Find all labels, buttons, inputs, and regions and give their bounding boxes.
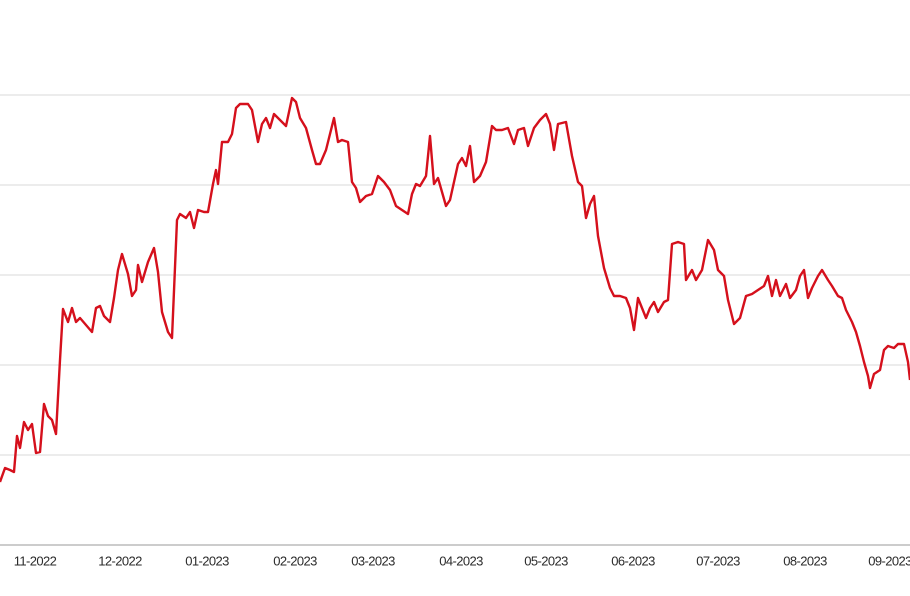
x-tick-label: 05-2023 [524,553,568,568]
x-tick-label: 03-2023 [351,553,395,568]
x-tick-label: 06-2023 [611,553,655,568]
x-tick-label: 04-2023 [439,553,483,568]
x-tick-label: 02-2023 [273,553,317,568]
x-tick-label: 11-2022 [14,553,57,568]
price-line [0,96,910,483]
x-tick-label: 12-2022 [98,553,142,568]
x-tick-label: 09-2023 [868,553,910,568]
x-tick-label: 08-2023 [783,553,827,568]
x-tick-label: 01-2023 [185,553,229,568]
x-tick-label: 07-2023 [696,553,740,568]
